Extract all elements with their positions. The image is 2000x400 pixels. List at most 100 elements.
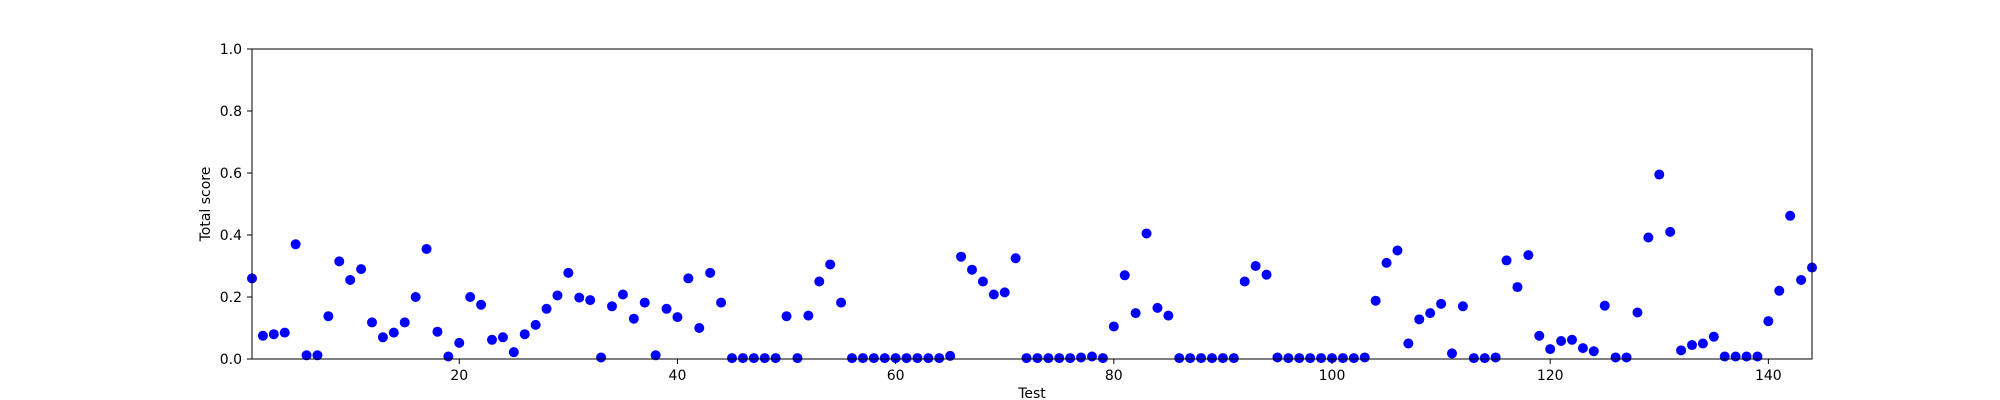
data-point xyxy=(1512,282,1523,293)
data-point xyxy=(628,313,639,324)
data-point xyxy=(290,239,301,250)
data-point xyxy=(1327,353,1337,364)
data-point xyxy=(454,337,465,348)
data-point xyxy=(1261,269,1272,280)
data-point xyxy=(956,251,967,262)
data-point xyxy=(1490,352,1501,363)
data-point xyxy=(1021,353,1032,364)
data-point xyxy=(737,353,748,364)
data-point xyxy=(661,303,672,314)
data-point xyxy=(367,317,377,328)
x-tick-label: 60 xyxy=(887,368,905,384)
data-point xyxy=(519,329,530,340)
data-point xyxy=(1174,353,1185,364)
data-point xyxy=(487,334,497,345)
data-point xyxy=(1163,310,1174,321)
data-point xyxy=(399,317,410,328)
data-point xyxy=(1403,338,1414,349)
data-point xyxy=(1741,351,1752,362)
data-point xyxy=(759,353,770,364)
data-point xyxy=(410,292,421,302)
data-point xyxy=(1545,344,1556,355)
data-point xyxy=(1381,257,1392,268)
y-axis-ticks: 0.0 0.2 0.4 0.6 0.8 1.0 xyxy=(220,42,252,368)
data-point xyxy=(650,350,661,361)
data-point xyxy=(1796,274,1807,285)
data-point xyxy=(1687,340,1697,351)
data-point xyxy=(1676,345,1687,356)
data-point xyxy=(825,259,836,270)
data-point xyxy=(716,297,727,308)
data-point xyxy=(1643,232,1654,243)
data-point xyxy=(1730,351,1741,362)
data-point xyxy=(508,347,519,358)
data-points xyxy=(247,169,1817,364)
data-point xyxy=(356,264,367,275)
y-tick-label: 0.2 xyxy=(220,290,242,306)
y-tick-label: 0.8 xyxy=(220,104,242,120)
data-point xyxy=(1283,353,1294,364)
data-point xyxy=(683,273,694,284)
data-point xyxy=(1632,307,1643,318)
y-tick-label: 0.4 xyxy=(220,228,242,244)
data-point xyxy=(1414,314,1425,325)
data-point xyxy=(727,353,737,364)
data-point xyxy=(552,290,563,301)
x-tick-label: 20 xyxy=(450,368,468,384)
data-point xyxy=(596,352,607,363)
data-point xyxy=(879,353,890,364)
data-point xyxy=(1774,285,1785,296)
data-point xyxy=(432,326,443,337)
data-point xyxy=(530,319,541,330)
data-point xyxy=(443,351,454,362)
data-point xyxy=(1065,353,1076,364)
data-point xyxy=(694,323,705,333)
data-point xyxy=(1054,353,1065,364)
data-point xyxy=(585,295,596,306)
data-point xyxy=(923,353,934,364)
data-point xyxy=(890,353,901,364)
data-point xyxy=(388,327,399,338)
data-point xyxy=(1697,338,1708,349)
data-point xyxy=(312,350,323,361)
data-point xyxy=(1119,270,1130,281)
plot-frame xyxy=(251,48,1813,360)
y-tick-label: 0.6 xyxy=(220,166,242,182)
data-point xyxy=(781,311,792,322)
data-point xyxy=(1359,352,1370,363)
y-axis-label: Total score xyxy=(198,167,214,243)
x-axis-label: Test xyxy=(1017,386,1046,400)
data-point xyxy=(792,353,803,364)
data-point xyxy=(1752,351,1763,362)
data-point xyxy=(334,256,345,267)
data-point xyxy=(377,332,388,343)
data-point xyxy=(1348,353,1359,364)
x-tick-label: 40 xyxy=(669,368,687,384)
data-point xyxy=(1588,346,1599,357)
data-point xyxy=(1763,316,1774,327)
data-point xyxy=(1708,331,1719,342)
data-point xyxy=(1010,253,1021,264)
data-point xyxy=(847,353,857,364)
data-point xyxy=(1130,308,1141,319)
x-axis-ticks: 20 40 60 80 100 120 140 xyxy=(450,359,1782,384)
data-point xyxy=(1665,226,1676,237)
data-point xyxy=(868,353,879,364)
data-point xyxy=(988,289,999,300)
data-point xyxy=(1108,321,1119,332)
data-point xyxy=(672,312,683,323)
data-point xyxy=(1719,351,1730,362)
data-point xyxy=(748,353,759,364)
data-point xyxy=(1337,353,1348,364)
data-point xyxy=(1316,353,1327,364)
data-point xyxy=(1479,353,1490,364)
data-point xyxy=(1196,353,1207,364)
data-point xyxy=(912,353,923,364)
data-point xyxy=(1217,353,1228,364)
data-point xyxy=(617,289,628,300)
data-point xyxy=(1294,353,1305,364)
data-point xyxy=(1447,348,1457,359)
data-point xyxy=(1185,353,1196,364)
data-point xyxy=(1534,330,1545,341)
data-point xyxy=(1087,351,1097,362)
